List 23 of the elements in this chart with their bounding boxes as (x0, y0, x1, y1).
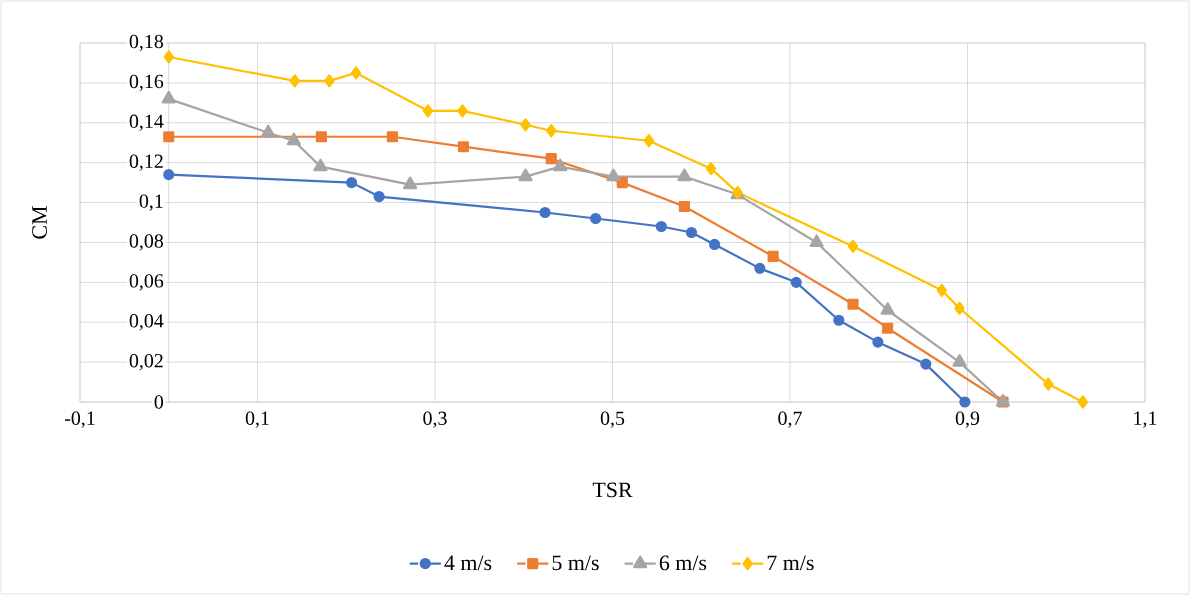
x-tick-label: 0,1 (245, 411, 269, 428)
y-tick-label: 0,12 (129, 154, 163, 171)
x-tick-label: 0,9 (955, 411, 980, 428)
y-tick-label: 0,08 (129, 234, 164, 251)
x-tick-label: 0,7 (778, 411, 802, 428)
y-tick-label: 0,18 (129, 34, 164, 52)
y-tick-label: 0,16 (129, 74, 164, 92)
x-axis-title: TSR (592, 482, 633, 498)
y-tick-label: 0,14 (129, 114, 164, 131)
y-tick-label: 0 (154, 395, 164, 409)
legend-label: 7 m/s (767, 555, 814, 571)
y-tick-label: 0,1 (139, 194, 163, 211)
x-tick-label: 0,3 (423, 411, 447, 428)
legend-label: 4 m/s (444, 555, 492, 571)
x-tick-label: -0,1 (64, 411, 95, 428)
y-tick-label: 0,06 (129, 274, 164, 291)
y-tick-label: 0,04 (129, 314, 164, 331)
legend-label: 5 m/s (552, 555, 599, 571)
legend-label: 6 m/s (659, 555, 707, 571)
x-tick-label: 0,5 (600, 411, 625, 428)
y-tick-label: 0,02 (129, 353, 163, 371)
x-tick-label: 1,1 (1134, 411, 1157, 428)
y-axis-title: CM (32, 206, 47, 239)
